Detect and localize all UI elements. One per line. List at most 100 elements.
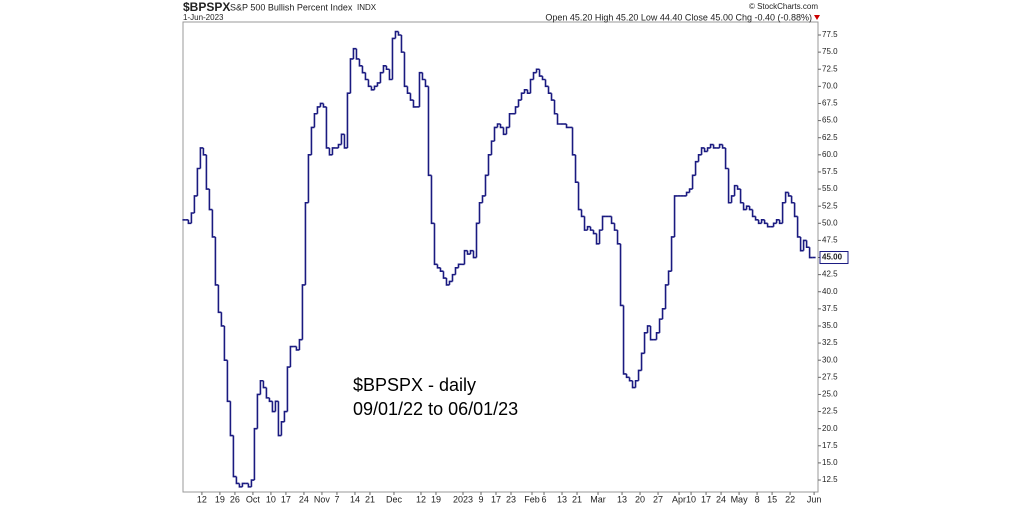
price-step — [457, 263, 462, 268]
price-step — [577, 182, 582, 211]
price-step — [259, 379, 264, 395]
x-tick-label: 24 — [716, 494, 726, 504]
price-step — [211, 209, 216, 238]
price-step — [583, 216, 588, 231]
x-tick-label: 13 — [557, 494, 567, 504]
price-step — [250, 479, 255, 487]
chart-title: S&P 500 Bullish Percent Index — [230, 2, 353, 12]
y-tick-label: 55.0 — [822, 184, 838, 193]
price-step — [532, 71, 537, 80]
price-step — [352, 47, 357, 59]
price-step — [514, 106, 519, 114]
x-tick-label: 6 — [542, 494, 547, 504]
price-step — [793, 202, 798, 218]
price-step — [220, 312, 225, 327]
x-tick-label: 17 — [281, 494, 291, 504]
y-tick-label: 62.5 — [822, 133, 838, 142]
x-tick-label: 20 — [635, 494, 645, 504]
price-step — [598, 229, 603, 244]
y-tick-label: 15.0 — [822, 458, 838, 467]
price-step — [706, 147, 711, 152]
price-step — [424, 79, 429, 88]
price-step — [508, 112, 513, 128]
y-tick-label: 42.5 — [822, 270, 838, 279]
y-tick-label: 22.5 — [822, 407, 838, 416]
x-tick-label: 10 — [266, 494, 276, 504]
price-step — [235, 476, 240, 485]
x-tick-label: Dec — [386, 494, 403, 504]
price-step — [217, 284, 222, 314]
price-step — [388, 69, 393, 81]
price-step — [802, 239, 807, 251]
y-tick-label: 47.5 — [822, 236, 838, 245]
x-tick-label: 10 — [686, 494, 696, 504]
x-tick-label: Mar — [590, 494, 606, 504]
price-step — [721, 144, 726, 149]
price-step — [742, 202, 747, 211]
quote: Open 45.20 High 45.20 Low 44.40 Close 45… — [545, 12, 812, 22]
x-tick-label: 7 — [334, 494, 339, 504]
price-step — [223, 325, 228, 362]
price-step — [631, 380, 636, 389]
price-step — [790, 195, 795, 204]
price-step — [358, 58, 363, 67]
price-step — [382, 65, 387, 73]
price-step — [727, 168, 732, 204]
price-step — [316, 106, 321, 114]
price-step — [238, 483, 243, 488]
price-step — [328, 147, 333, 156]
price-step — [730, 195, 735, 203]
price-step — [322, 103, 327, 108]
price-step — [301, 284, 306, 340]
x-tick-label: 14 — [350, 494, 360, 504]
price-step — [442, 271, 447, 279]
price-step — [601, 215, 606, 231]
price-step — [436, 264, 441, 269]
price-step — [505, 126, 510, 135]
price-step — [550, 93, 555, 101]
price-step — [418, 71, 423, 107]
price-step — [403, 52, 408, 88]
price-step — [529, 78, 534, 94]
price-step — [685, 191, 690, 196]
price-step — [772, 222, 777, 227]
price-step — [658, 318, 663, 333]
price-step — [433, 223, 438, 266]
last-value-label: 45.00 — [822, 253, 843, 262]
y-tick-label: 12.5 — [822, 475, 838, 484]
price-step — [724, 147, 729, 170]
price-step — [502, 127, 507, 136]
price-step — [751, 209, 756, 218]
price-step — [313, 112, 318, 128]
price-step — [226, 360, 231, 403]
price-step — [718, 143, 723, 148]
price-step — [466, 250, 471, 255]
price-step — [805, 240, 810, 249]
x-tick-label: Oct — [246, 494, 261, 504]
price-step — [208, 189, 213, 211]
price-step — [406, 86, 411, 95]
price-step — [430, 175, 435, 225]
x-tick-label: 26 — [230, 494, 240, 504]
price-step — [247, 483, 252, 488]
price-step — [688, 188, 693, 193]
price-step — [745, 205, 750, 210]
price-step — [664, 284, 669, 309]
x-tick-label: May — [731, 494, 749, 504]
price-step — [775, 219, 780, 224]
price-step — [580, 209, 585, 218]
price-step — [757, 219, 762, 225]
price-step — [670, 236, 675, 272]
price-step — [565, 124, 570, 129]
price-step — [214, 236, 219, 286]
price-step — [778, 219, 783, 225]
price-step — [448, 280, 453, 285]
x-tick-label: 27 — [653, 494, 663, 504]
y-tick-label: 35.0 — [822, 321, 838, 330]
price-step — [736, 185, 741, 190]
price-step — [241, 482, 246, 487]
down-arrow — [814, 15, 820, 20]
price-step — [796, 216, 801, 238]
price-step — [319, 102, 324, 107]
price-step — [187, 219, 192, 225]
